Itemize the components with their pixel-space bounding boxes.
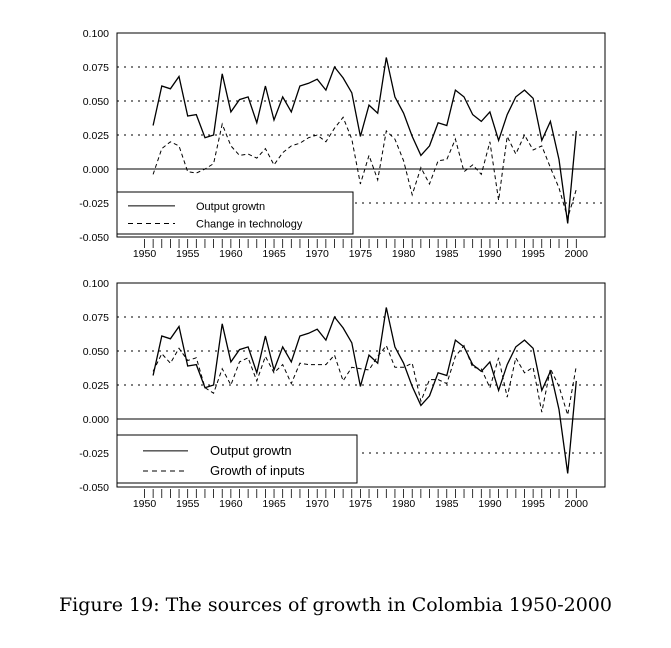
x-tick-label: 1970 <box>306 248 330 260</box>
plot-frame <box>116 32 606 238</box>
legend-label: Change in technology <box>196 219 303 231</box>
x-tick-label: 1955 <box>176 248 200 260</box>
figure-caption: Figure 19: The sources of growth in Colo… <box>59 594 612 616</box>
x-tick-label: 1970 <box>306 498 330 510</box>
y-tick-label: 0.050 <box>83 96 109 108</box>
x-tick-label: 1975 <box>349 248 373 260</box>
legend-box <box>116 434 358 484</box>
x-tick-label: 1965 <box>262 498 286 510</box>
x-tick-label: 2000 <box>565 498 589 510</box>
plot-frame <box>116 282 606 488</box>
x-tick-label: 1990 <box>478 498 502 510</box>
y-tick-label: 0.025 <box>83 380 109 392</box>
x-tick-label: 1965 <box>262 248 286 260</box>
x-tick-label: 1985 <box>435 248 459 260</box>
panel-1: 0.100 0.075 0.050 0.025 0.000 -0.025 -0.050 195… <box>79 28 606 260</box>
panel-2: 0.100 0.075 0.050 0.025 0.000 -0.025 -0.050 195… <box>79 278 606 510</box>
y-tick-label: 0.075 <box>83 312 109 324</box>
y-tick-label: 0.100 <box>83 278 109 290</box>
y-tick-label: -0.050 <box>79 482 109 494</box>
legend-box <box>116 191 354 235</box>
x-tick-label: 1980 <box>392 498 416 510</box>
legend: Output growtn Change in technology <box>116 191 354 235</box>
legend: Output growtn Growth of inputs <box>116 434 358 484</box>
series-line-change-in-technology <box>152 116 577 220</box>
x-tick-label: 1985 <box>435 498 459 510</box>
x-tick-label: 1995 <box>521 248 545 260</box>
y-tick-label: 0.000 <box>83 414 109 426</box>
y-tick-label: 0.000 <box>83 164 109 176</box>
y-tick-label: 0.075 <box>83 62 109 74</box>
x-tick-label: 1995 <box>521 498 545 510</box>
x-tick-label: 1950 <box>133 498 157 510</box>
y-tick-label: 0.100 <box>83 28 109 40</box>
x-tick-label: 1960 <box>219 498 243 510</box>
series-line-growth-of-inputs <box>152 344 577 416</box>
legend-label: Growth of inputs <box>210 463 305 478</box>
x-tick-label: 1950 <box>133 248 157 260</box>
series-line-output-growth <box>152 57 577 224</box>
x-tick-label: 1980 <box>392 248 416 260</box>
x-tick-label: 1975 <box>349 498 373 510</box>
legend-label: Output growtn <box>210 443 292 458</box>
y-tick-label: 0.025 <box>83 130 109 142</box>
y-tick-label: -0.050 <box>79 232 109 244</box>
x-tick-label: 1960 <box>219 248 243 260</box>
y-tick-label: -0.025 <box>79 448 109 460</box>
legend-label: Output growtn <box>196 201 265 213</box>
y-tick-label: 0.050 <box>83 346 109 358</box>
x-tick-label: 1955 <box>176 498 200 510</box>
x-tick-label: 2000 <box>565 248 589 260</box>
series-line-output-growth <box>152 307 577 474</box>
x-tick-label: 1990 <box>478 248 502 260</box>
y-tick-label: -0.025 <box>79 198 109 210</box>
